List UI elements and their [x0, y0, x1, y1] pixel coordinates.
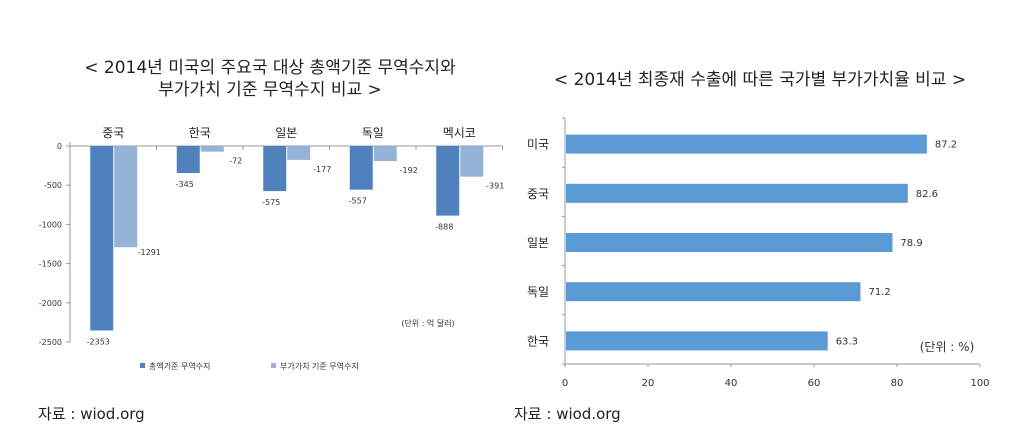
bar-gross: [436, 146, 460, 216]
data-label: 87.2: [935, 140, 957, 151]
x-tick-label: 60: [808, 378, 821, 389]
category-label: 멕시코: [443, 126, 476, 140]
x-tick-label: 80: [891, 378, 904, 389]
category-label: 한국: [189, 126, 211, 140]
bar: [566, 134, 927, 154]
x-tick-label: 40: [725, 378, 738, 389]
category-label: 미국: [527, 138, 549, 152]
bar-gross: [263, 146, 287, 192]
data-label: -72: [229, 157, 242, 166]
y-tick-label: -1000: [39, 220, 62, 229]
bar-value-added: [460, 146, 484, 177]
category-label: 독일: [527, 285, 549, 299]
bar: [566, 282, 861, 302]
category-label: 중국: [102, 126, 124, 140]
data-label: -557: [349, 197, 367, 206]
right-source: 자료 : wiod.org: [514, 405, 621, 423]
left-chart-title-line2: 부가가치 기준 무역수지 비교 >: [158, 80, 382, 100]
y-tick-label: -2000: [39, 299, 62, 308]
bar-gross: [176, 146, 200, 174]
bar-gross: [90, 146, 114, 331]
data-label: -888: [435, 223, 453, 232]
bar: [566, 331, 828, 351]
left-chart-title-line1: < 2014년 미국의 주요국 대상 총액기준 무역수지와: [84, 58, 456, 78]
data-label: 78.9: [900, 238, 922, 249]
y-tick-label: -500: [44, 181, 62, 190]
data-label: 63.3: [836, 336, 858, 347]
data-label: -177: [313, 165, 331, 174]
x-tick-label: 20: [642, 378, 655, 389]
legend-swatch-value-added: [271, 363, 276, 368]
legend-label-gross: 총액기준 무역수지: [149, 361, 210, 371]
bar: [566, 183, 908, 203]
bar-value-added: [114, 146, 138, 248]
right-chart-title: < 2014년 최종재 수출에 따른 국가별 부가가치율 비교 >: [553, 70, 967, 90]
bar-gross: [349, 146, 373, 190]
legend-label-value-added: 부가가치 기준 무역수지: [280, 361, 359, 371]
bar-value-added: [373, 146, 397, 162]
category-label: 중국: [527, 187, 549, 201]
category-label: 일본: [275, 126, 297, 140]
data-label: -575: [262, 198, 280, 207]
category-label: 독일: [362, 126, 384, 140]
y-tick-label: -2500: [39, 338, 62, 347]
unit-label: (단위 : 억 달러): [401, 318, 454, 328]
legend-swatch-gross: [140, 363, 145, 368]
y-tick-label: 0: [57, 142, 62, 151]
bar-value-added: [287, 146, 311, 160]
y-tick-label: -1500: [39, 260, 62, 269]
data-label: -1291: [138, 248, 161, 257]
unit-label: (단위 : %): [920, 340, 975, 354]
bar: [566, 233, 893, 252]
bar-value-added: [200, 146, 224, 152]
category-label: 일본: [527, 236, 549, 250]
data-label: -192: [400, 166, 418, 175]
data-label: 71.2: [868, 287, 890, 298]
data-label: -2353: [87, 337, 110, 346]
data-label: 82.6: [916, 189, 938, 200]
x-tick-label: 100: [970, 378, 989, 389]
left-source: 자료 : wiod.org: [38, 405, 145, 423]
category-label: 한국: [527, 334, 549, 348]
x-tick-label: 0: [562, 378, 568, 389]
data-label: -345: [176, 180, 194, 189]
data-label: -391: [486, 182, 504, 191]
